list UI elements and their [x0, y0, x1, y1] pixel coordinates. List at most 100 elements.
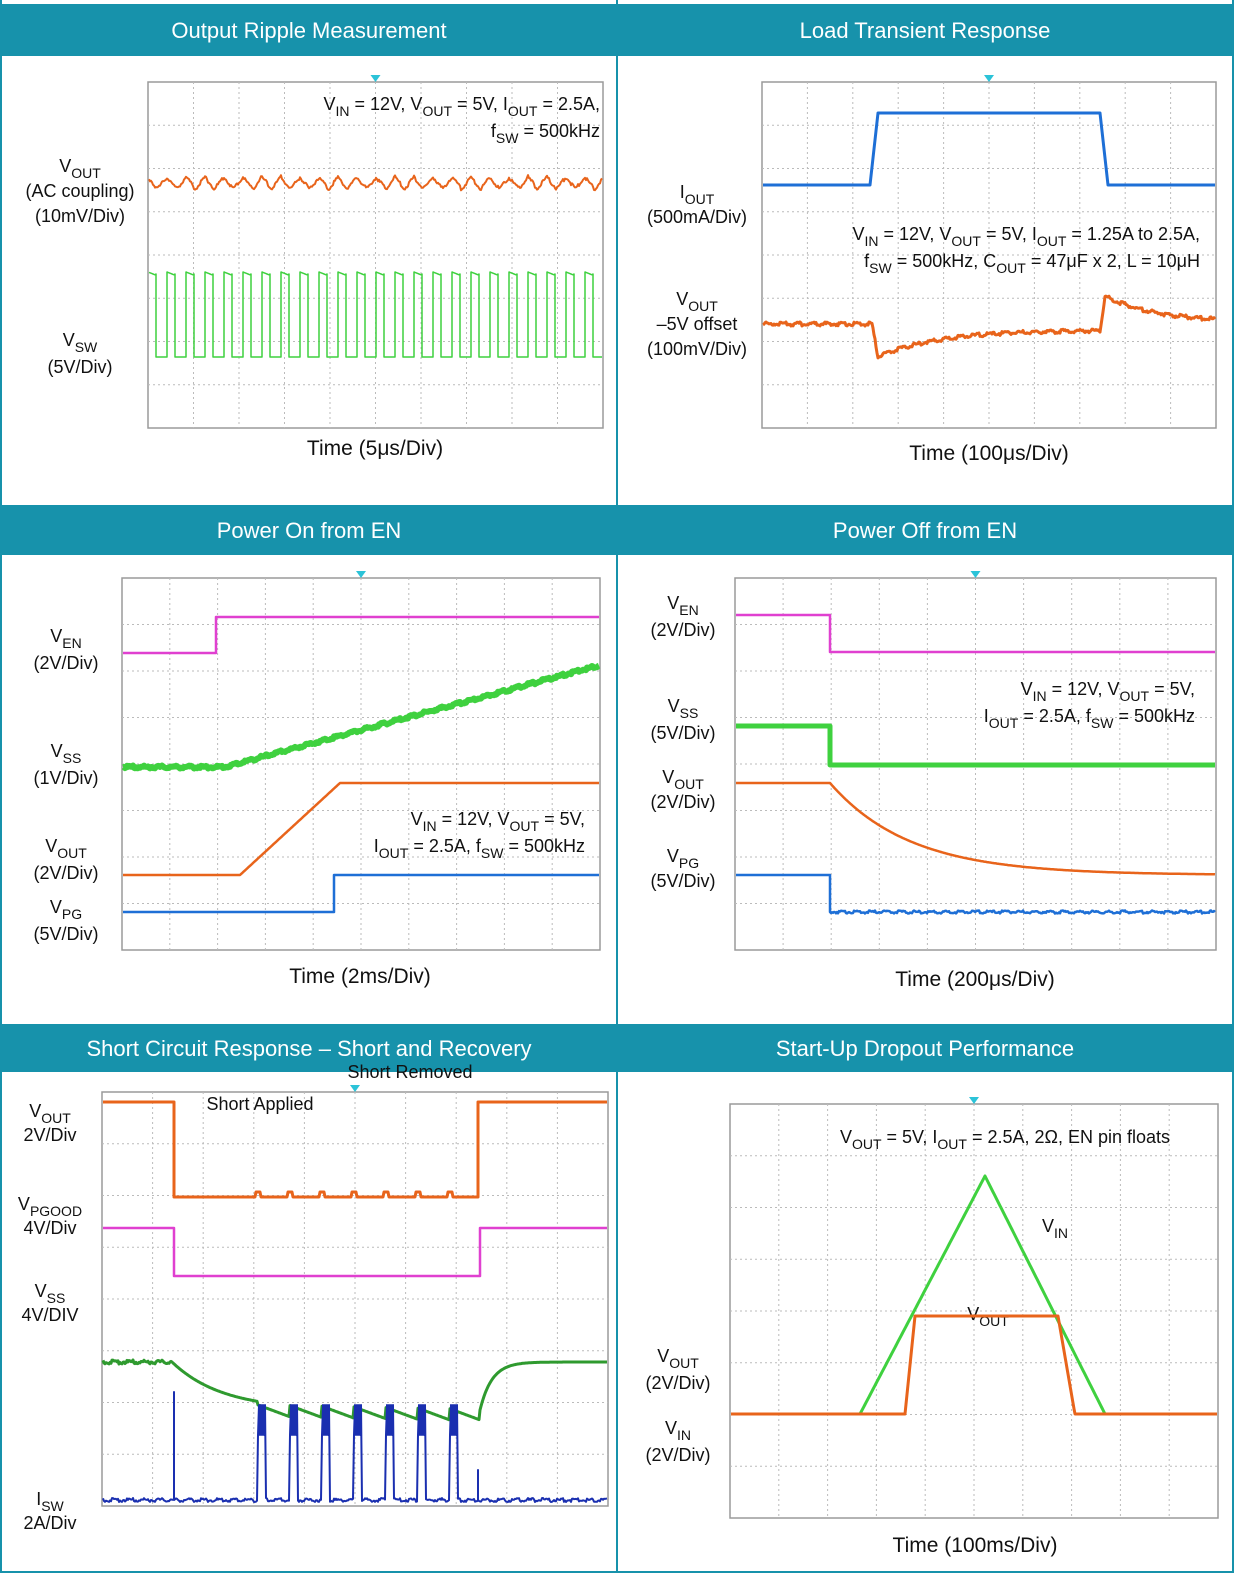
text-run: (2V/Div)	[645, 1445, 710, 1465]
text-line: VOUT	[29, 1101, 71, 1126]
text-line: (10mV/Div)	[35, 206, 125, 226]
text-line: VOUT	[59, 156, 101, 181]
subscript: OUT	[674, 776, 704, 792]
text-run: V	[676, 289, 688, 309]
trigger-marker	[984, 75, 994, 82]
subscript: IN	[677, 1427, 691, 1443]
subscript: OUT	[989, 715, 1019, 731]
x-axis-label: Time (200μs/Div)	[895, 968, 1055, 991]
page: Application curves {"panels": [ {"title"…	[0, 0, 1234, 1573]
document: Output Ripple MeasurementVOUT(AC couplin…	[0, 0, 1234, 1573]
text-run: = 500kHz	[1113, 706, 1195, 726]
text-run: V	[852, 224, 864, 244]
subscript: OUT	[688, 298, 718, 314]
subscript: SW	[496, 130, 519, 146]
text-run: V	[1021, 679, 1033, 699]
text-run: (5V/Div)	[33, 924, 98, 944]
text-run: (2V/Div)	[33, 863, 98, 883]
subscript: OUT	[951, 233, 981, 249]
text-run: = 1.25A to 2.5A,	[1066, 224, 1200, 244]
text-line: VOUT	[676, 289, 718, 314]
text-run: V	[18, 1194, 30, 1214]
text-run: V	[657, 1346, 669, 1366]
subscript: SW	[869, 260, 892, 276]
subscript: OUT	[41, 1110, 71, 1126]
text-line: IOUT	[680, 182, 715, 207]
text-line: (1V/Div)	[33, 768, 98, 788]
text-line: (2V/Div)	[33, 653, 98, 673]
scope-grid	[102, 1092, 608, 1506]
text-line: VIN	[665, 1418, 691, 1443]
text-run: (AC coupling)	[25, 181, 134, 201]
text-line: 2A/Div	[23, 1513, 76, 1533]
text-run: (10mV/Div)	[35, 206, 125, 226]
text-line: (2V/Div)	[645, 1445, 710, 1465]
subscript: IN	[1033, 688, 1047, 704]
text-line: (5V/Div)	[650, 723, 715, 743]
x-axis-label: Time (2ms/Div)	[289, 965, 431, 988]
text-run: (5V/Div)	[650, 871, 715, 891]
text-run: 4V/DIV	[21, 1305, 78, 1325]
text-run: = 5V,	[1149, 679, 1195, 699]
subscript: EN	[62, 635, 81, 651]
subscript: IN	[864, 233, 878, 249]
subscript: OUT	[422, 103, 452, 119]
text-line: VOUT	[657, 1346, 699, 1371]
text-line: VEN	[50, 626, 81, 651]
text-run: (1V/Div)	[33, 768, 98, 788]
text-run: = 5V, I	[452, 94, 508, 114]
x-axis-label: Time (100μs/Div)	[909, 442, 1069, 465]
text-run: V	[967, 1304, 979, 1324]
subscript: SS	[63, 750, 82, 766]
text-run: = 500kHz, C	[892, 251, 997, 271]
subscript: PG	[62, 906, 82, 922]
text-run: = 2.5A,	[537, 94, 600, 114]
text-run: = 12V, V	[350, 94, 423, 114]
text-line: VSW	[63, 330, 98, 355]
text-line: VSS	[35, 1281, 66, 1306]
panel-title: Output Ripple Measurement	[171, 18, 446, 43]
text-run: (2V/Div)	[33, 653, 98, 673]
trigger-marker	[371, 75, 381, 82]
subscript: PG	[679, 855, 699, 871]
subscript: OUT	[508, 103, 538, 119]
text-run: V	[1042, 1216, 1054, 1236]
subscript: IN	[1054, 1225, 1068, 1241]
subscript: SW	[75, 339, 98, 355]
panel-title: Start-Up Dropout Performance	[776, 1036, 1074, 1061]
text-line: VOUT	[662, 767, 704, 792]
trigger-marker	[969, 1097, 979, 1104]
text-run: V	[35, 1281, 47, 1301]
text-run: 4V/Div	[23, 1218, 76, 1238]
panel-title: Short Circuit Response – Short and Recov…	[86, 1036, 531, 1061]
text-run: (5V/Div)	[47, 357, 112, 377]
text-run: = 2.5A, 2Ω, EN pin floats	[967, 1127, 1170, 1147]
subscript: OUT	[57, 845, 87, 861]
subscript: OUT	[996, 260, 1026, 276]
text-line: (AC coupling)	[25, 181, 134, 201]
text-run: = 47μF x 2, L = 10μH	[1026, 251, 1200, 271]
text-run: = 12V, V	[437, 809, 510, 829]
subscript: OUT	[1037, 233, 1067, 249]
subscript: SS	[47, 1290, 66, 1306]
text-run: (500mA/Div)	[647, 207, 747, 227]
text-line: (5V/Div)	[33, 924, 98, 944]
trigger-marker	[356, 571, 366, 578]
subscript: IN	[423, 818, 437, 834]
text-run: (2V/Div)	[650, 620, 715, 640]
text-line: 4V/Div	[23, 1218, 76, 1238]
trigger-marker	[350, 1085, 360, 1092]
text-line: (500mA/Div)	[647, 207, 747, 227]
panel-title: Power On from EN	[217, 518, 402, 543]
subscript: OUT	[71, 165, 101, 181]
subscript: SW	[1091, 715, 1114, 731]
text-run: Short Removed	[347, 1062, 472, 1082]
subscript: SS	[680, 705, 699, 721]
text-run: = 5V, I	[981, 224, 1037, 244]
text-run: (100mV/Div)	[647, 339, 747, 359]
text-line: ISW	[36, 1489, 64, 1514]
text-run: 2A/Div	[23, 1513, 76, 1533]
text-line: Short Removed	[347, 1062, 472, 1082]
text-line: (5V/Div)	[47, 357, 112, 377]
text-run: V	[51, 741, 63, 761]
